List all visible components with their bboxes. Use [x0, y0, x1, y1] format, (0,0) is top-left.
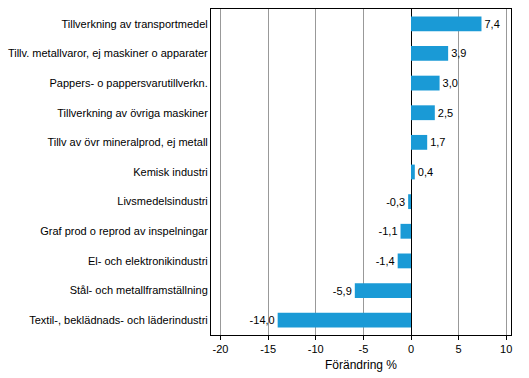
svg-text:5: 5 [456, 343, 462, 355]
svg-text:Kemisk industri: Kemisk industri [133, 166, 208, 178]
svg-text:Pappers- o pappersvarutillverk: Pappers- o pappersvarutillverkn. [49, 77, 207, 89]
svg-text:1,7: 1,7 [430, 136, 445, 148]
svg-text:-20: -20 [213, 343, 229, 355]
svg-text:-0,3: -0,3 [386, 196, 405, 208]
svg-text:0: 0 [408, 343, 414, 355]
svg-text:-14,0: -14,0 [250, 314, 275, 326]
svg-text:Tillverkning av transportmedel: Tillverkning av transportmedel [61, 18, 207, 30]
svg-text:-5,9: -5,9 [333, 285, 352, 297]
svg-text:10: 10 [500, 343, 512, 355]
svg-text:-10: -10 [308, 343, 324, 355]
svg-text:El- och elektronikindustri: El- och elektronikindustri [88, 255, 208, 267]
svg-text:2,5: 2,5 [438, 107, 453, 119]
svg-text:-15: -15 [260, 343, 276, 355]
svg-text:0,4: 0,4 [418, 166, 433, 178]
svg-text:Tillverkning av övriga maskine: Tillverkning av övriga maskiner [57, 107, 208, 119]
svg-text:Förändring %: Förändring % [325, 358, 397, 372]
svg-text:Stål- och metallframställning: Stål- och metallframställning [70, 284, 208, 296]
svg-text:-5: -5 [358, 343, 368, 355]
svg-text:3,9: 3,9 [451, 47, 466, 59]
svg-text:-1,4: -1,4 [376, 255, 395, 267]
svg-text:Tillv av övr mineralprod, ej m: Tillv av övr mineralprod, ej metall [47, 136, 207, 148]
svg-text:3,0: 3,0 [443, 77, 458, 89]
svg-text:Graf prod o reprod av inspelni: Graf prod o reprod av inspelningar [40, 225, 208, 237]
svg-text:7,4: 7,4 [484, 18, 499, 30]
svg-text:Livsmedelsindustri: Livsmedelsindustri [117, 195, 207, 207]
svg-text:-1,1: -1,1 [379, 225, 398, 237]
svg-text:Textil-, beklädnads- och läder: Textil-, beklädnads- och läderindustri [29, 314, 208, 326]
svg-text:Tillv. metallvaror, ej maskine: Tillv. metallvaror, ej maskiner o appara… [8, 47, 208, 59]
